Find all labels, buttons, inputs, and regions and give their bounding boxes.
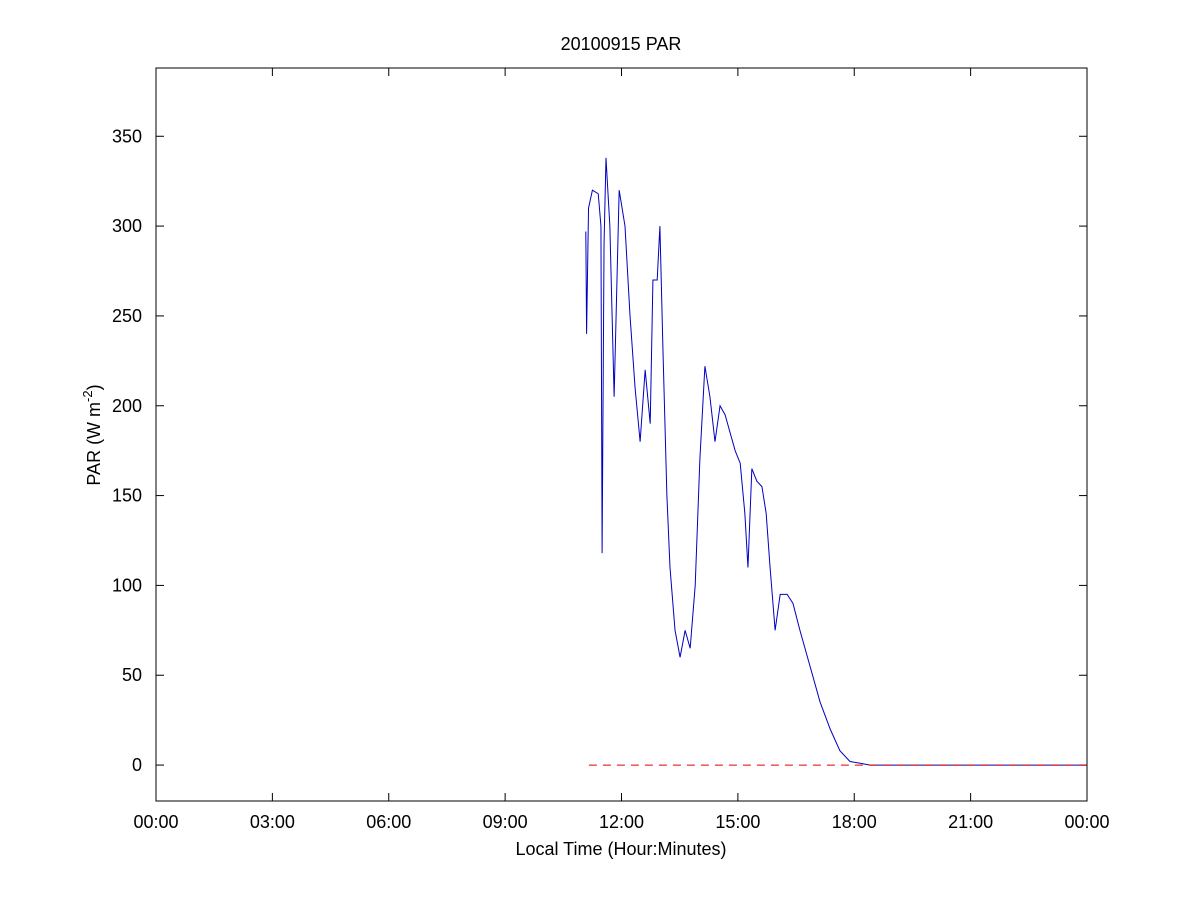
x-tick-label: 00:00: [133, 812, 178, 832]
y-axis-label-main: PAR (W m: [84, 402, 104, 486]
x-tick-label: 18:00: [832, 812, 877, 832]
y-tick-label: 50: [122, 665, 142, 685]
y-tick-label: 250: [112, 306, 142, 326]
y-axis-label: PAR (W m-2): [80, 384, 104, 485]
y-tick-label: 0: [132, 755, 142, 775]
y-axis-label-end: ): [84, 384, 104, 390]
y-axis-label-sup: -2: [80, 390, 95, 402]
x-tick-label: 12:00: [599, 812, 644, 832]
x-tick-label: 03:00: [250, 812, 295, 832]
x-tick-label: 06:00: [366, 812, 411, 832]
x-tick-label: 15:00: [715, 812, 760, 832]
y-tick-label: 150: [112, 486, 142, 506]
y-tick-label: 100: [112, 575, 142, 595]
data-line: [585, 157, 1087, 766]
y-tick-label: 350: [112, 126, 142, 146]
y-tick-label: 200: [112, 396, 142, 416]
x-tick-label: 09:00: [483, 812, 528, 832]
x-axis-label: Local Time (Hour:Minutes): [515, 839, 726, 859]
x-tick-label: 21:00: [948, 812, 993, 832]
chart-title: 20100915 PAR: [561, 34, 682, 54]
y-tick-label: 300: [112, 216, 142, 236]
x-tick-label: 00:00: [1064, 812, 1109, 832]
